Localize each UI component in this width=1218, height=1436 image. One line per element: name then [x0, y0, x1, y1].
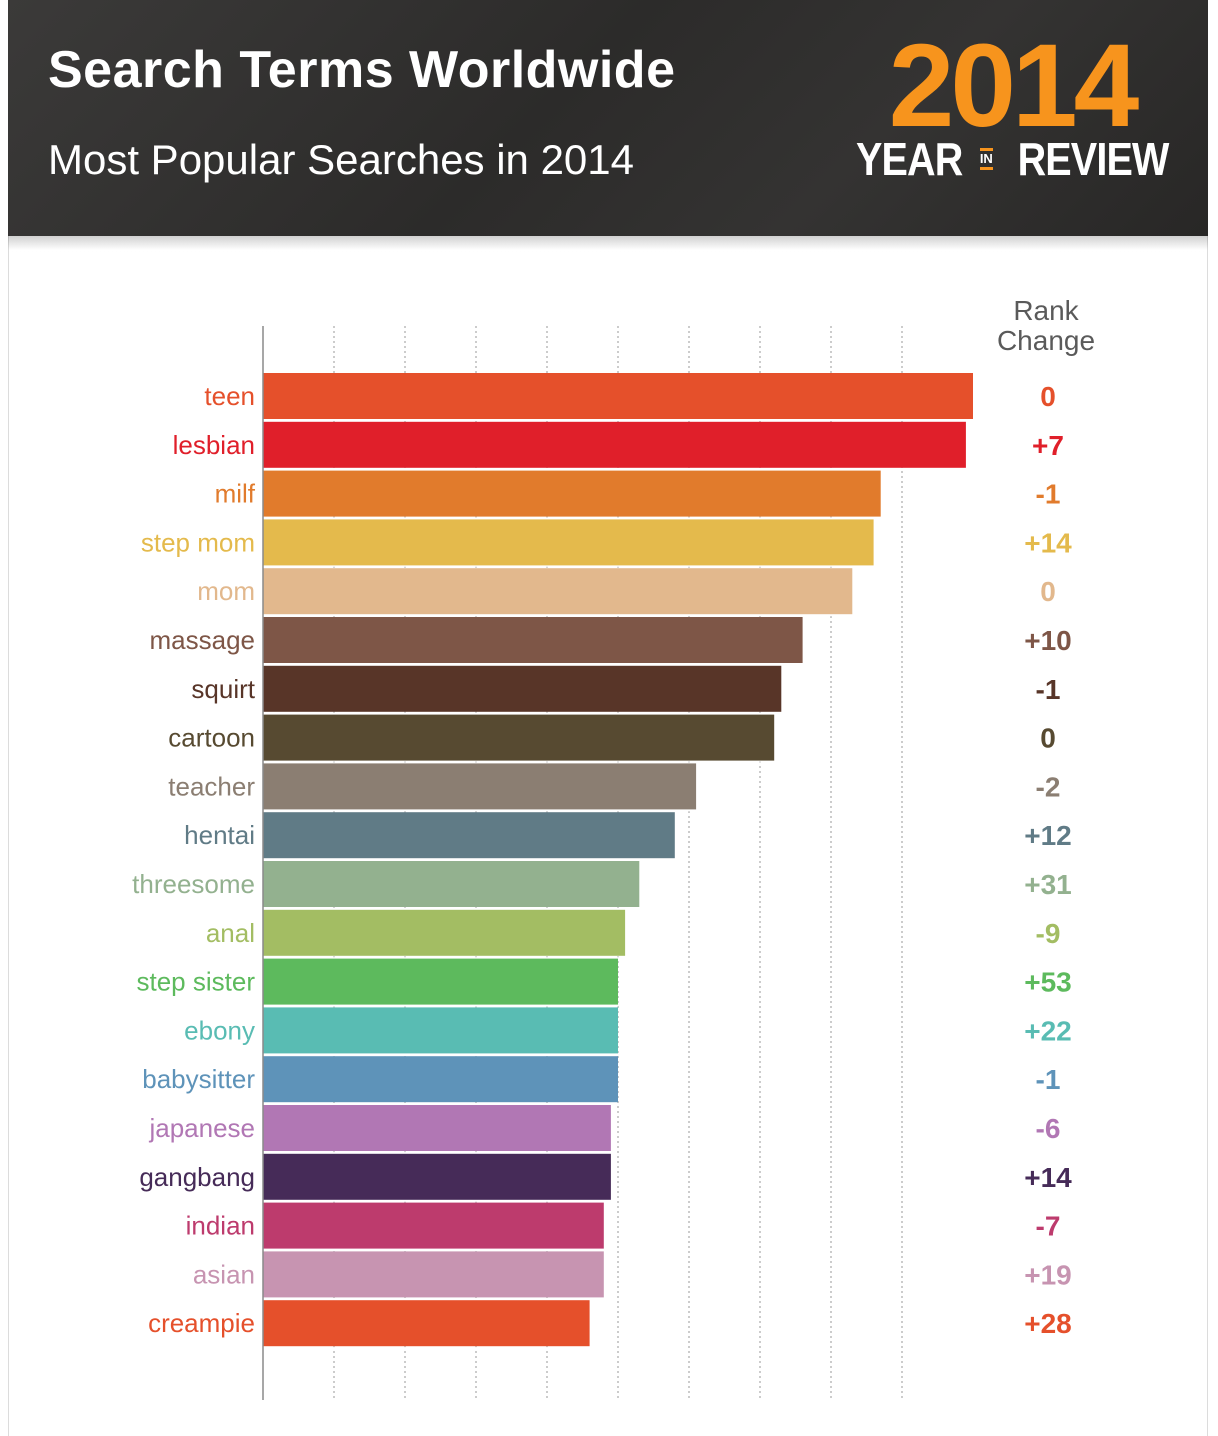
rank-change-value: -9 — [1036, 918, 1061, 949]
rank-change-value: +19 — [1024, 1259, 1072, 1290]
category-label: japanese — [148, 1113, 255, 1143]
rank-change-value: +12 — [1024, 820, 1072, 851]
category-label: mom — [197, 576, 255, 606]
rank-change-value: -7 — [1036, 1211, 1061, 1242]
bar — [263, 373, 973, 419]
rank-change-value: +28 — [1024, 1308, 1072, 1339]
bar — [263, 617, 803, 663]
bar — [263, 1056, 618, 1103]
category-label: babysitter — [142, 1064, 255, 1094]
category-label: asian — [193, 1259, 255, 1289]
bar — [263, 861, 640, 907]
badge-review-word: REVIEW — [1017, 133, 1169, 185]
bar — [263, 470, 881, 517]
rank-change-value: +14 — [1024, 1162, 1072, 1193]
badge-in-word: IN — [979, 148, 993, 170]
bar — [263, 519, 874, 566]
bar — [263, 958, 618, 1005]
bar — [263, 812, 675, 859]
bar — [263, 1007, 618, 1054]
rank-change-value: 0 — [1040, 381, 1056, 412]
year-badge-number: 2014 — [888, 20, 1140, 152]
rank-change-value: -1 — [1036, 479, 1061, 510]
header-banner — [8, 0, 1208, 236]
bar — [263, 1202, 604, 1249]
category-label: step mom — [141, 527, 255, 557]
category-label: milf — [215, 479, 256, 509]
bar — [263, 568, 853, 615]
bar — [263, 665, 782, 712]
category-label: threesome — [132, 869, 255, 899]
rank-change-value: 0 — [1040, 576, 1056, 607]
category-label: gangbang — [139, 1162, 255, 1192]
bar — [263, 909, 626, 956]
category-label: hentai — [184, 820, 255, 850]
category-label: indian — [186, 1211, 255, 1241]
rank-change-value: +22 — [1024, 1015, 1072, 1046]
rank-change-header: Rank Change — [996, 295, 1096, 356]
rank-change-value: +31 — [1024, 869, 1072, 900]
rank-change-value: +7 — [1032, 430, 1064, 461]
rank-change-value: -6 — [1036, 1113, 1061, 1144]
rank-change-value: +10 — [1024, 625, 1072, 656]
rank-change-value: -1 — [1036, 674, 1061, 705]
rank-change-value: -1 — [1036, 1064, 1061, 1095]
category-label: squirt — [191, 674, 255, 704]
bar — [263, 1153, 611, 1200]
bar — [263, 1105, 611, 1151]
rank-change-value: +53 — [1024, 967, 1072, 998]
category-label: creampie — [148, 1308, 255, 1338]
bar — [263, 1300, 590, 1347]
category-label: cartoon — [168, 723, 255, 753]
rank-change-value: 0 — [1040, 723, 1056, 754]
rank-change-value: +14 — [1024, 527, 1072, 558]
category-label: teacher — [168, 771, 255, 801]
category-label: lesbian — [173, 430, 255, 460]
category-label: ebony — [184, 1015, 255, 1045]
bar — [263, 763, 697, 810]
rank-change-value: -2 — [1036, 771, 1061, 802]
header-shadow — [8, 236, 1208, 250]
badge-year-word: YEAR — [856, 133, 963, 185]
page-subtitle: Most Popular Searches in 2014 — [48, 136, 635, 183]
category-label: anal — [206, 918, 255, 948]
category-label: step sister — [137, 967, 256, 997]
bar — [263, 1251, 604, 1298]
bar — [263, 421, 966, 468]
category-label: massage — [150, 625, 256, 655]
page-title: Search Terms Worldwide — [48, 41, 676, 99]
year-in-review-badge: YEAR IN REVIEW — [856, 133, 1169, 185]
bar — [263, 714, 775, 761]
category-label: teen — [204, 381, 255, 411]
